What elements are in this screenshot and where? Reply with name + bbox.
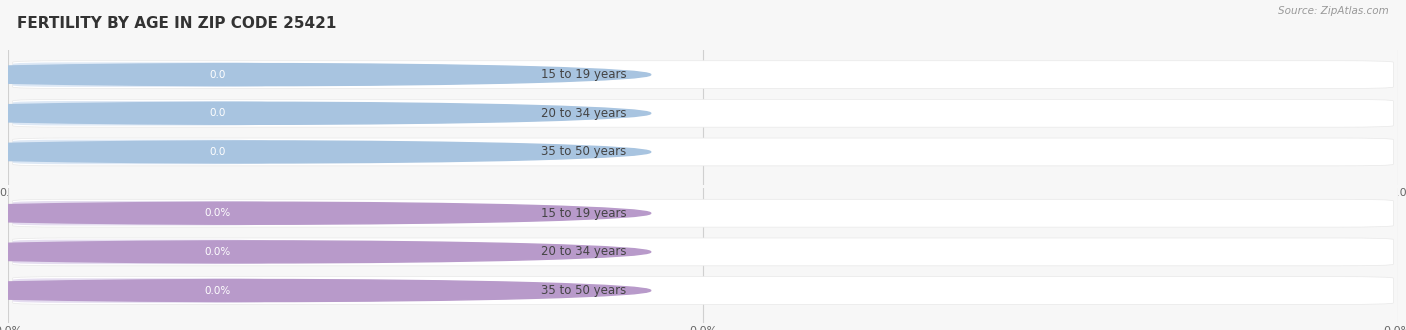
Text: 0.0%: 0.0%	[205, 247, 231, 257]
Text: 20 to 34 years: 20 to 34 years	[541, 107, 626, 120]
FancyBboxPatch shape	[13, 240, 270, 264]
FancyBboxPatch shape	[13, 140, 270, 164]
FancyBboxPatch shape	[13, 62, 270, 87]
Text: 20 to 34 years: 20 to 34 years	[541, 246, 626, 258]
FancyBboxPatch shape	[13, 61, 1393, 88]
FancyBboxPatch shape	[13, 277, 1393, 305]
FancyBboxPatch shape	[13, 201, 270, 225]
Circle shape	[0, 64, 651, 86]
Text: 0.0: 0.0	[209, 70, 226, 80]
Circle shape	[0, 241, 651, 263]
FancyBboxPatch shape	[169, 204, 267, 223]
Circle shape	[0, 202, 651, 224]
FancyBboxPatch shape	[169, 104, 267, 123]
FancyBboxPatch shape	[169, 142, 267, 161]
Text: 0.0: 0.0	[209, 147, 226, 157]
Text: 15 to 19 years: 15 to 19 years	[541, 68, 626, 81]
Text: Source: ZipAtlas.com: Source: ZipAtlas.com	[1278, 6, 1389, 16]
Text: 0.0%: 0.0%	[205, 208, 231, 218]
FancyBboxPatch shape	[13, 278, 270, 303]
FancyBboxPatch shape	[169, 242, 267, 261]
FancyBboxPatch shape	[13, 199, 1393, 227]
Text: FERTILITY BY AGE IN ZIP CODE 25421: FERTILITY BY AGE IN ZIP CODE 25421	[17, 16, 336, 31]
Circle shape	[0, 141, 651, 163]
Text: 15 to 19 years: 15 to 19 years	[541, 207, 626, 220]
FancyBboxPatch shape	[169, 65, 267, 84]
FancyBboxPatch shape	[13, 238, 1393, 266]
Text: 35 to 50 years: 35 to 50 years	[541, 146, 626, 158]
FancyBboxPatch shape	[13, 138, 1393, 166]
Circle shape	[0, 102, 651, 124]
Text: 0.0%: 0.0%	[205, 285, 231, 296]
Text: 35 to 50 years: 35 to 50 years	[541, 284, 626, 297]
Circle shape	[0, 280, 651, 302]
Text: 0.0: 0.0	[209, 108, 226, 118]
FancyBboxPatch shape	[169, 281, 267, 300]
FancyBboxPatch shape	[13, 99, 1393, 127]
FancyBboxPatch shape	[13, 101, 270, 125]
